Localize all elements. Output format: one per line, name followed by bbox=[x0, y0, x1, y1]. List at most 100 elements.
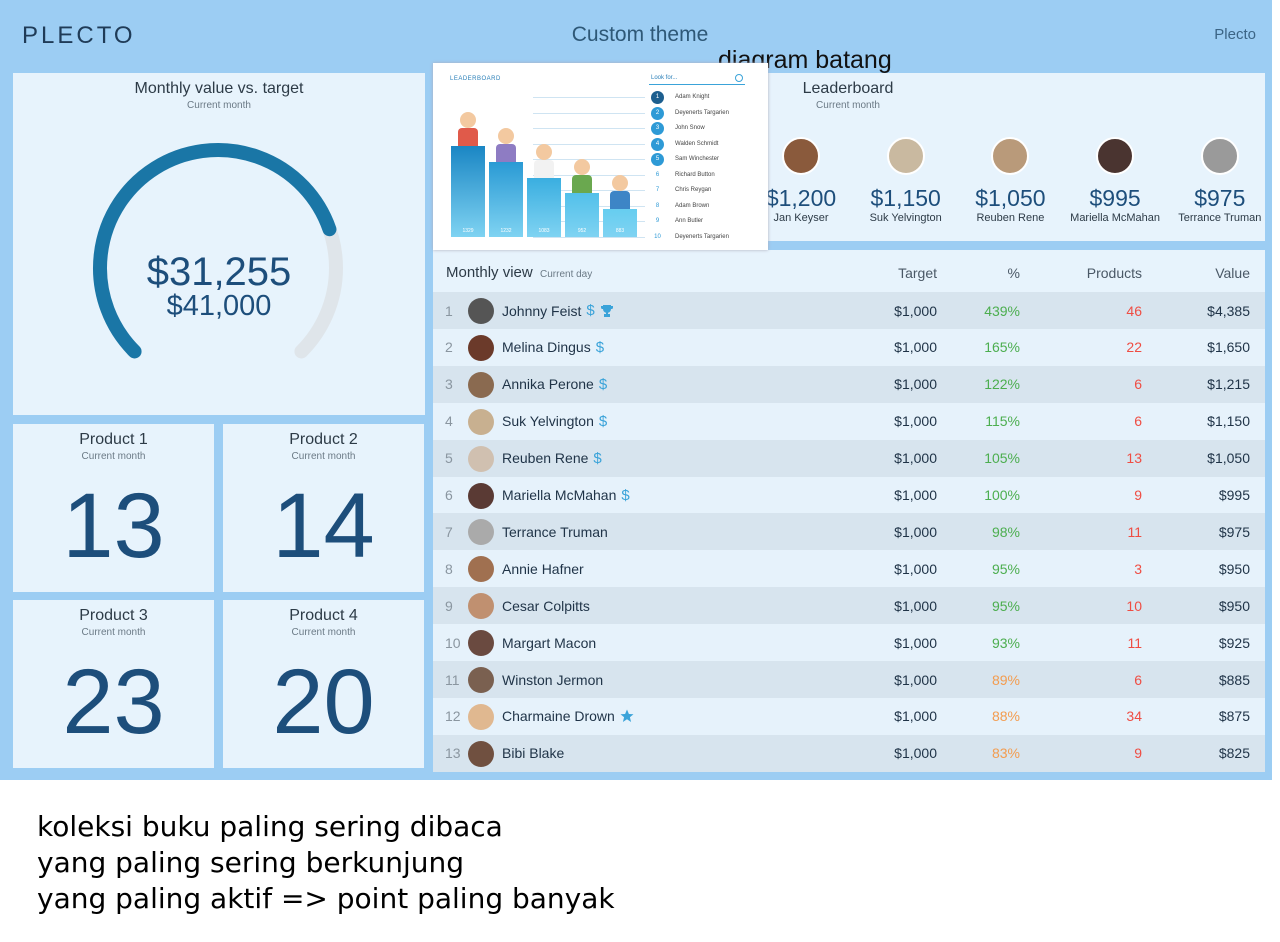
badge: $ bbox=[621, 486, 630, 504]
podium-label: 1083 bbox=[538, 228, 550, 234]
gauge-value-arc bbox=[93, 143, 337, 359]
value: $4,385 bbox=[1207, 302, 1250, 319]
target: $1,000 bbox=[894, 597, 937, 614]
target: $1,000 bbox=[894, 560, 937, 577]
leader-value: $1,200 bbox=[765, 185, 837, 211]
column-header: Target bbox=[898, 265, 937, 281]
inset-search-line bbox=[649, 84, 745, 85]
name: Mariella McMahan bbox=[502, 487, 617, 503]
avatar bbox=[1200, 137, 1239, 175]
rank: 7 bbox=[445, 523, 453, 540]
star-icon bbox=[620, 709, 634, 723]
rank: 1 bbox=[655, 94, 660, 100]
products: 11 bbox=[1127, 523, 1142, 540]
list-line bbox=[533, 159, 645, 160]
products: 6 bbox=[1134, 376, 1142, 393]
character-body bbox=[496, 144, 516, 162]
list-line bbox=[533, 97, 645, 98]
rank: 8 bbox=[445, 560, 453, 577]
account-name: Plecto bbox=[1214, 26, 1256, 43]
avatar bbox=[468, 298, 494, 324]
leader-value: $995 bbox=[1089, 185, 1141, 211]
name: Reuben Rene bbox=[502, 450, 589, 467]
rank-circle: 4 bbox=[651, 137, 664, 151]
name: Cesar Colpitts bbox=[502, 597, 590, 614]
podium-bar: 883 bbox=[603, 175, 637, 237]
table-row: 9 Cesar Colpitts $1,000 95% 10 $950 bbox=[433, 587, 1265, 625]
column-header: Value bbox=[1215, 265, 1250, 281]
percent: 93% bbox=[991, 634, 1020, 651]
value: $1,150 bbox=[1207, 413, 1250, 430]
rank: 4 bbox=[655, 140, 660, 147]
rank-circle: 10 bbox=[651, 231, 664, 244]
name-cell: Margart Macon bbox=[502, 635, 596, 651]
rank: 10 bbox=[445, 634, 461, 651]
value: $975 bbox=[1218, 523, 1250, 540]
list-name: Deyenerts Targarien bbox=[675, 233, 729, 240]
podium-label: 883 bbox=[615, 228, 625, 234]
avatar bbox=[468, 556, 494, 583]
value: $995 bbox=[1218, 487, 1250, 503]
inset-search: Look for... bbox=[651, 75, 678, 81]
dashboard-title: Custom theme bbox=[571, 23, 709, 46]
product-title: Product 2 bbox=[289, 431, 358, 448]
list-line bbox=[533, 143, 645, 145]
value: $825 bbox=[1218, 745, 1250, 762]
leaderboard-title: Leaderboard bbox=[802, 80, 894, 97]
percent: 89% bbox=[991, 671, 1020, 688]
name-cell: Suk Yelvington $ bbox=[502, 413, 607, 430]
avatar bbox=[886, 137, 925, 175]
logo: PLECTO bbox=[22, 22, 136, 49]
table-row: 13 Bibi Blake $1,000 83% 9 $825 bbox=[433, 734, 1265, 772]
products: 3 bbox=[1134, 560, 1142, 577]
badge: $ bbox=[595, 338, 605, 356]
name: Winston Jermon bbox=[502, 671, 604, 688]
avatar bbox=[468, 482, 494, 509]
inset-title: LEADERBOARD bbox=[450, 76, 501, 82]
products: 11 bbox=[1127, 634, 1142, 651]
rank-circle: 7 bbox=[651, 184, 664, 197]
podium-label: 952 bbox=[577, 228, 587, 234]
percent: 98% bbox=[991, 523, 1020, 540]
gauge-title: Monthly value vs. target bbox=[134, 80, 304, 97]
list-line bbox=[533, 112, 645, 114]
name-cell: Mariella McMahan $ bbox=[502, 487, 630, 504]
value: $885 bbox=[1218, 671, 1250, 688]
name-cell: Annie Hafner bbox=[502, 561, 584, 577]
name-cell: Winston Jermon bbox=[502, 672, 603, 688]
rank: 5 bbox=[445, 450, 453, 467]
badge: $ bbox=[598, 412, 608, 430]
leader-value: $975 bbox=[1194, 185, 1246, 211]
value: $925 bbox=[1218, 634, 1250, 651]
list-name: Walden Schmidt bbox=[675, 140, 719, 147]
product-subtitle: Current month bbox=[81, 627, 146, 638]
rank: 4 bbox=[445, 413, 453, 430]
product-title: Product 3 bbox=[79, 607, 148, 624]
rank: 2 bbox=[655, 109, 660, 116]
table-row: 12 Charmaine Drown $1,000 88% 34 $875 bbox=[433, 697, 1265, 735]
gauge-panel: Monthly value vs. target Current month $31… bbox=[13, 73, 425, 415]
products: 13 bbox=[1126, 450, 1142, 467]
podium-label: 1329 bbox=[462, 228, 474, 234]
list-name: Adam Knight bbox=[675, 94, 710, 100]
products: 9 bbox=[1134, 487, 1142, 503]
podium-bar: 1232 bbox=[489, 128, 523, 237]
target: $1,000 bbox=[894, 634, 937, 651]
percent: 95% bbox=[991, 597, 1020, 614]
note: yang paling aktif => point paling banyak bbox=[37, 882, 615, 915]
rank: 9 bbox=[655, 218, 660, 224]
percent: 83% bbox=[991, 745, 1020, 762]
percent: 88% bbox=[991, 708, 1020, 725]
target: $1,000 bbox=[894, 745, 937, 762]
rank-circle: 2 bbox=[651, 106, 664, 120]
name-cell: Terrance Truman bbox=[502, 524, 608, 540]
character-body bbox=[534, 160, 554, 178]
table-row: 3 Annika Perone $ $1,000 122% 6 $1,215 bbox=[433, 365, 1265, 403]
product-tile: Product 2 Current month 14 bbox=[223, 424, 424, 592]
rank-circle: 6 bbox=[651, 169, 664, 182]
rank: 6 bbox=[445, 487, 453, 503]
badge: $ bbox=[593, 449, 602, 467]
rank-circle: 3 bbox=[651, 122, 664, 135]
table-row: 8 Annie Hafner $1,000 95% 3 $950 bbox=[433, 550, 1265, 588]
